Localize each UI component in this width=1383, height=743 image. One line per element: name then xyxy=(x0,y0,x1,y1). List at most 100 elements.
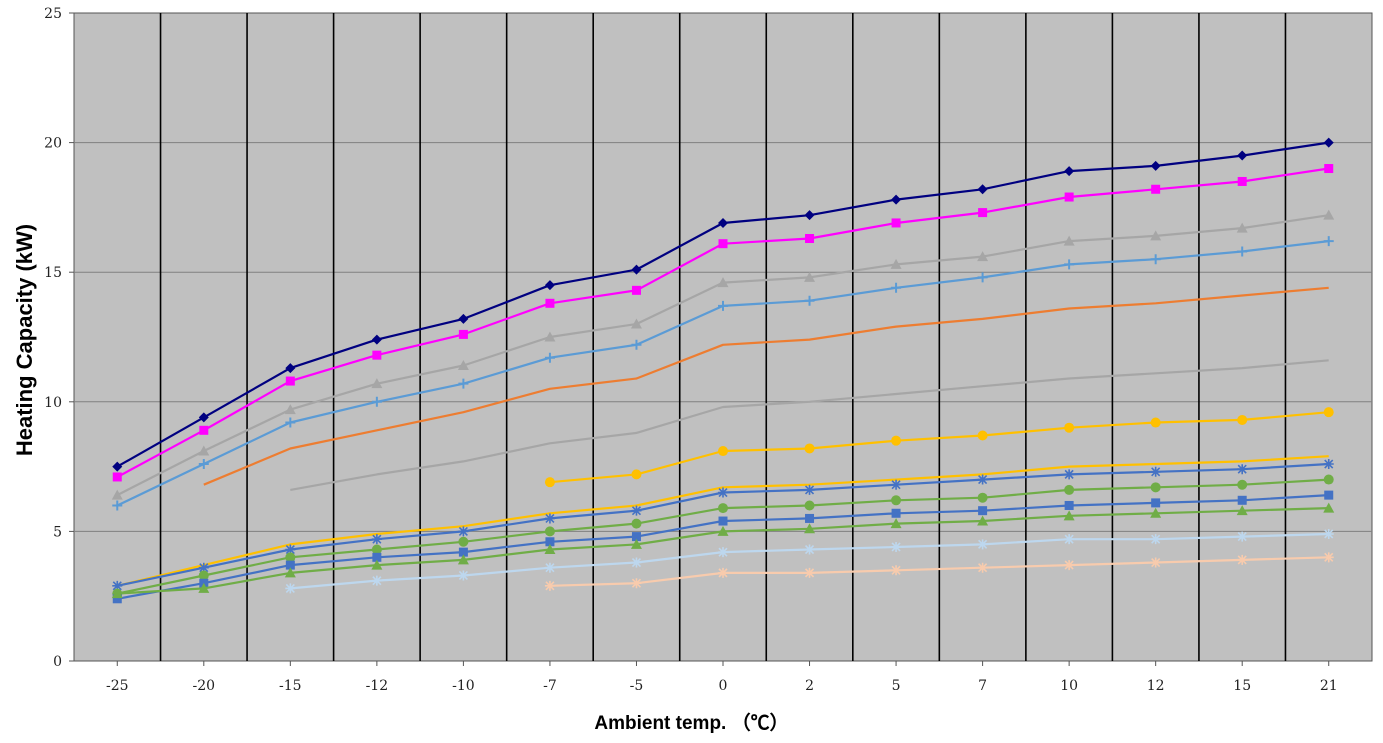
data-point xyxy=(544,352,555,363)
data-point xyxy=(631,532,641,542)
data-point xyxy=(1323,474,1334,485)
data-point xyxy=(198,445,210,456)
data-point xyxy=(718,239,728,249)
data-point xyxy=(631,339,642,350)
data-point xyxy=(804,567,815,578)
x-tick-label: -20 xyxy=(193,678,216,694)
data-point xyxy=(544,580,555,591)
data-point xyxy=(977,251,989,262)
data-point xyxy=(1237,531,1248,542)
data-point xyxy=(718,503,728,514)
series-line xyxy=(549,411,1329,484)
data-point xyxy=(891,218,901,228)
data-point xyxy=(1237,479,1248,490)
data-point xyxy=(112,594,122,604)
data-point xyxy=(1324,490,1334,500)
data-point xyxy=(1150,230,1162,241)
data-point xyxy=(1063,235,1075,246)
data-point xyxy=(718,567,728,578)
data-point xyxy=(371,534,382,545)
data-point xyxy=(631,285,641,295)
data-point xyxy=(804,544,815,555)
data-point xyxy=(718,487,728,498)
data-point xyxy=(285,417,296,428)
data-point xyxy=(1150,254,1161,265)
data-point xyxy=(198,570,209,581)
data-point xyxy=(1150,482,1161,493)
data-point xyxy=(1237,414,1248,425)
data-point xyxy=(1150,557,1161,568)
data-point xyxy=(1237,495,1247,505)
data-point xyxy=(285,544,296,555)
data-point xyxy=(1323,137,1334,148)
data-point xyxy=(545,537,555,547)
x-axis-title: Ambient temp. （℃） xyxy=(594,713,789,734)
data-point xyxy=(1064,422,1075,433)
series-2 xyxy=(112,164,1334,482)
data-point xyxy=(371,396,382,407)
x-tick-label: -25 xyxy=(106,678,129,694)
series-8 xyxy=(117,455,1329,587)
data-point xyxy=(891,541,902,552)
data-point xyxy=(718,300,728,311)
x-tick-label: -10 xyxy=(452,678,475,694)
data-point xyxy=(1151,184,1161,194)
data-point xyxy=(544,477,555,488)
data-point xyxy=(544,544,556,555)
data-point xyxy=(1237,554,1248,565)
data-point xyxy=(891,565,902,576)
data-point xyxy=(285,363,296,374)
data-point xyxy=(371,544,382,555)
y-tick-label: 10 xyxy=(44,395,62,411)
data-point xyxy=(718,547,728,558)
data-point xyxy=(285,583,296,594)
data-point xyxy=(545,298,555,308)
data-point xyxy=(1323,459,1334,470)
data-point xyxy=(371,575,382,586)
data-point xyxy=(112,472,122,482)
data-point xyxy=(891,495,902,506)
data-point xyxy=(371,378,383,389)
data-point xyxy=(285,560,295,570)
series-line xyxy=(117,455,1329,587)
data-point xyxy=(1323,552,1334,563)
data-point xyxy=(977,430,988,441)
data-point xyxy=(111,489,123,500)
data-point xyxy=(630,318,642,329)
data-point xyxy=(458,378,469,389)
series-13 xyxy=(285,528,1334,594)
x-tick-label: 7 xyxy=(978,678,987,694)
data-point xyxy=(718,516,728,526)
data-point xyxy=(890,518,902,529)
data-point xyxy=(978,506,988,516)
series-3 xyxy=(111,209,1335,500)
x-tick-label: 15 xyxy=(1233,678,1251,694)
data-point xyxy=(1064,500,1074,510)
data-point xyxy=(457,360,469,371)
data-point xyxy=(1064,469,1075,480)
series-9 xyxy=(112,459,1334,591)
data-point xyxy=(1323,236,1334,247)
x-tick-label: -5 xyxy=(630,678,644,694)
x-tick-label: 21 xyxy=(1320,678,1338,694)
data-point xyxy=(458,526,469,537)
series-11 xyxy=(112,490,1334,604)
y-tick-label: 0 xyxy=(53,654,62,670)
x-tick-label: 12 xyxy=(1147,678,1165,694)
data-point xyxy=(1064,259,1075,270)
data-point xyxy=(1237,176,1247,186)
data-point xyxy=(1236,222,1248,233)
data-point xyxy=(804,484,815,495)
data-point xyxy=(1150,466,1161,477)
data-point xyxy=(717,277,729,288)
data-point xyxy=(977,562,988,573)
data-point xyxy=(1323,528,1334,539)
data-point xyxy=(198,582,210,593)
series-6 xyxy=(290,359,1329,491)
series-layer xyxy=(111,137,1335,604)
data-point xyxy=(1323,407,1334,418)
data-point xyxy=(284,404,296,415)
data-point xyxy=(977,474,988,485)
